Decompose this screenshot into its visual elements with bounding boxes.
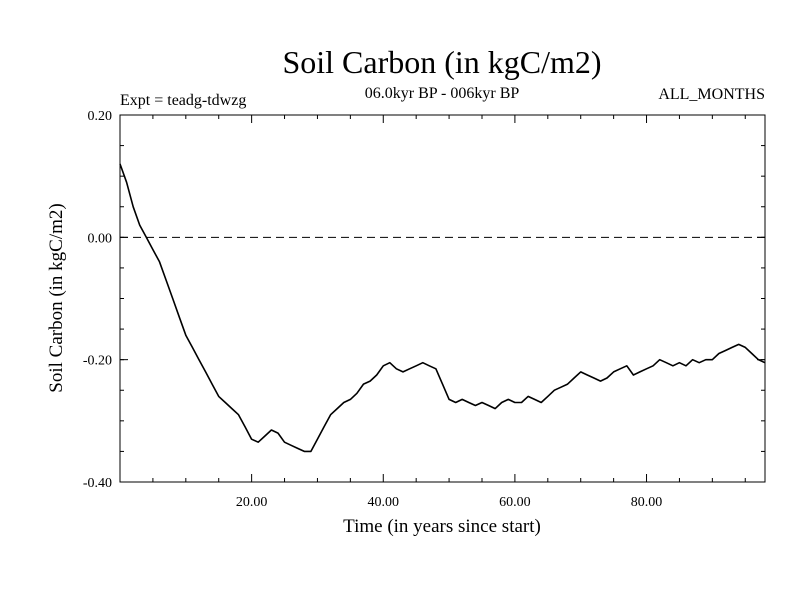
chart-title: Soil Carbon (in kgC/m2): [282, 44, 601, 80]
y-tick-label: -0.40: [83, 476, 112, 491]
y-tick-label: -0.20: [83, 354, 112, 369]
tick-labels-layer: 0.20 0.00 -0.20 -0.40 20.00 40.00 60.00 80.00: [83, 109, 662, 510]
chart-subtitle: 06.0kyr BP - 006kyr BP: [365, 85, 520, 102]
experiment-label: Expt = teadg-tdwzg: [120, 92, 246, 109]
soil-carbon-series-line: [119, 163, 766, 453]
y-axis-label: Soil Carbon (in kgC/m2): [46, 203, 67, 392]
x-tick-label: 80.00: [631, 495, 663, 510]
x-tick-label: 40.00: [368, 495, 400, 510]
y-tick-label: 0.20: [88, 109, 113, 124]
x-tick-label: 60.00: [499, 495, 531, 510]
x-axis-label: Time (in years since start): [343, 516, 541, 537]
plot-frame: [119, 114, 766, 483]
y-tick-label: 0.00: [88, 231, 113, 246]
series-layer: [119, 163, 766, 453]
months-label: ALL_MONTHS: [658, 86, 765, 103]
ticks-layer: [120, 114, 765, 483]
x-tick-label: 20.00: [236, 495, 268, 510]
